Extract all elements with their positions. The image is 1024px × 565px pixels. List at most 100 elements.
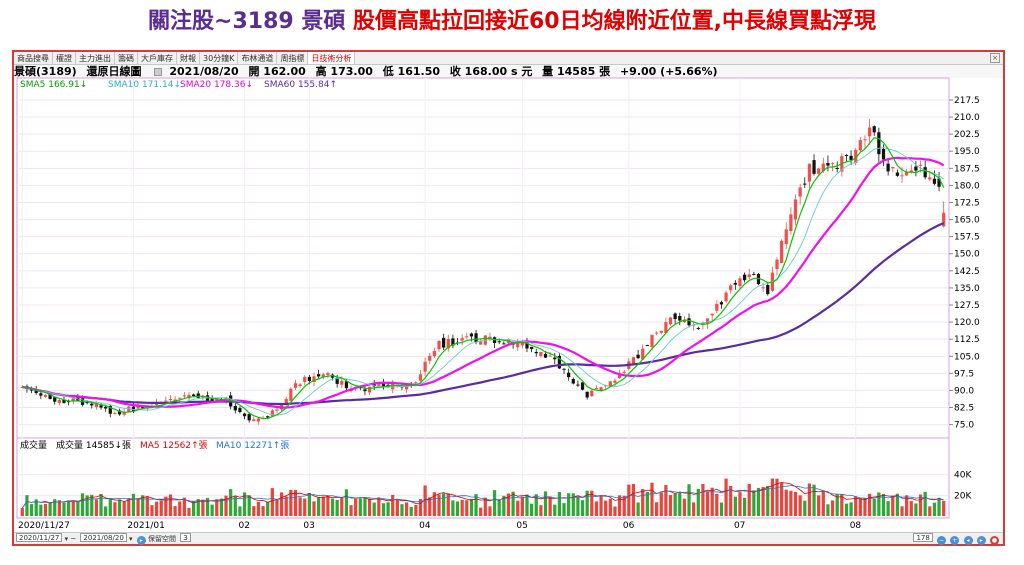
price-tick-label: 187.5	[954, 164, 980, 174]
tab-2[interactable]: 主力進出	[76, 52, 115, 64]
date-from-field[interactable]: 2020/11/27	[16, 533, 63, 542]
volume-bar	[483, 497, 487, 516]
volume-bar	[256, 501, 261, 516]
volume-bar	[891, 495, 895, 516]
tab-3[interactable]: 籌碼	[115, 52, 138, 64]
volume-bar	[905, 495, 909, 516]
volume-bar	[539, 505, 543, 516]
candle-body	[780, 240, 784, 263]
volume-bar	[113, 502, 117, 516]
volume-bar	[840, 493, 844, 516]
volume-bar	[724, 478, 728, 516]
candle-body	[673, 313, 677, 320]
date-to-field[interactable]: 2021/08/20	[80, 533, 127, 542]
bar-count-field[interactable]: 178	[913, 533, 933, 542]
settings-checkbox-icon[interactable]	[153, 68, 162, 76]
candle-body	[437, 341, 441, 350]
volume-bar	[780, 482, 784, 516]
volume-tick-label: 20K	[954, 491, 972, 501]
candle-body	[479, 341, 483, 345]
tab-7[interactable]: 布林通道	[238, 52, 278, 64]
candle-body	[34, 389, 38, 394]
candle-body	[298, 384, 302, 386]
price-tick-label: 195.0	[954, 147, 980, 157]
volume-bar	[502, 495, 506, 516]
keep-space-field[interactable]: 3	[180, 533, 191, 542]
candle-body	[335, 378, 339, 384]
zoom-out-icon[interactable]: −	[937, 536, 947, 545]
tab-0[interactable]: 商品搜尋	[14, 52, 53, 64]
reset-icon[interactable]: ●	[990, 536, 999, 545]
zoom-in-icon[interactable]: +	[950, 536, 960, 545]
volume-bar	[756, 487, 761, 516]
candle-body	[71, 398, 75, 401]
tab-4[interactable]: 大戶庫存	[138, 52, 177, 64]
candle-body	[62, 399, 66, 403]
volume-bar	[742, 497, 747, 516]
volume-bar	[567, 493, 571, 516]
volume-bar	[335, 499, 339, 516]
volume-bar	[455, 501, 460, 516]
volume-bar	[636, 502, 640, 516]
volume-bar	[641, 489, 645, 516]
x-tick-label: 06	[623, 521, 635, 531]
candle-body	[372, 384, 376, 387]
volume-bar	[354, 498, 358, 516]
volume-bar	[784, 489, 788, 516]
volume-bar	[659, 492, 663, 516]
volume-bar	[511, 491, 515, 516]
tab-9[interactable]: 日技術分析	[308, 52, 356, 64]
volume-bar	[460, 499, 464, 516]
sma60-line	[22, 222, 945, 406]
volume-bar	[247, 495, 251, 516]
candle-body	[529, 347, 534, 350]
volume-bar	[710, 487, 714, 516]
candle-body	[187, 394, 191, 399]
tab-5[interactable]: 財報	[177, 52, 200, 64]
candle-body	[729, 285, 733, 291]
candle-body	[891, 166, 895, 169]
close-icon[interactable]: ×	[990, 53, 1000, 63]
volume-bar	[576, 496, 580, 516]
volume-bar	[854, 496, 858, 516]
candle-body	[636, 354, 640, 359]
candle-body	[830, 163, 835, 165]
apply-icon[interactable]: ▸	[136, 536, 146, 545]
candle-body	[404, 386, 409, 390]
volume-bar	[701, 484, 705, 516]
volume-bar	[94, 499, 99, 516]
volume-bar	[39, 504, 43, 516]
volume-bar	[673, 493, 677, 516]
volume-bar	[557, 492, 562, 516]
tab-1[interactable]: 權證	[53, 52, 76, 64]
candle-body	[590, 390, 594, 397]
candle-body	[414, 382, 418, 384]
candle-body	[775, 259, 779, 270]
chart-canvas[interactable]: SMA5 166.91↓ SMA10 171.14↓ SMA20 178.36↓…	[14, 52, 1003, 532]
volume-bar	[553, 504, 557, 516]
candle-body	[752, 273, 756, 275]
candle-body	[474, 333, 478, 343]
scroll-right-icon[interactable]: ▸	[976, 536, 986, 545]
volume-bar	[340, 496, 344, 516]
volume-bar	[631, 483, 636, 516]
candle-body	[256, 418, 261, 422]
scroll-left-icon[interactable]: ◂	[963, 536, 973, 545]
volume-bar	[877, 492, 881, 516]
candle-body	[442, 337, 446, 348]
volume-bar	[303, 498, 307, 516]
tab-8[interactable]: 周指標	[277, 52, 309, 64]
candle-body	[872, 126, 876, 133]
volume-bar	[395, 499, 399, 516]
candle-body	[789, 214, 793, 232]
candle-body	[99, 405, 103, 408]
volume-bar	[506, 493, 511, 516]
volume-bar	[761, 487, 765, 516]
candle-body	[525, 342, 529, 349]
quote-high: 高 173.00	[315, 65, 373, 78]
volume-bar	[136, 499, 140, 516]
tab-6[interactable]: 30分鐘K	[200, 52, 239, 64]
candle-body	[835, 168, 839, 170]
volume-bar	[881, 493, 886, 516]
candle-body	[344, 381, 349, 389]
